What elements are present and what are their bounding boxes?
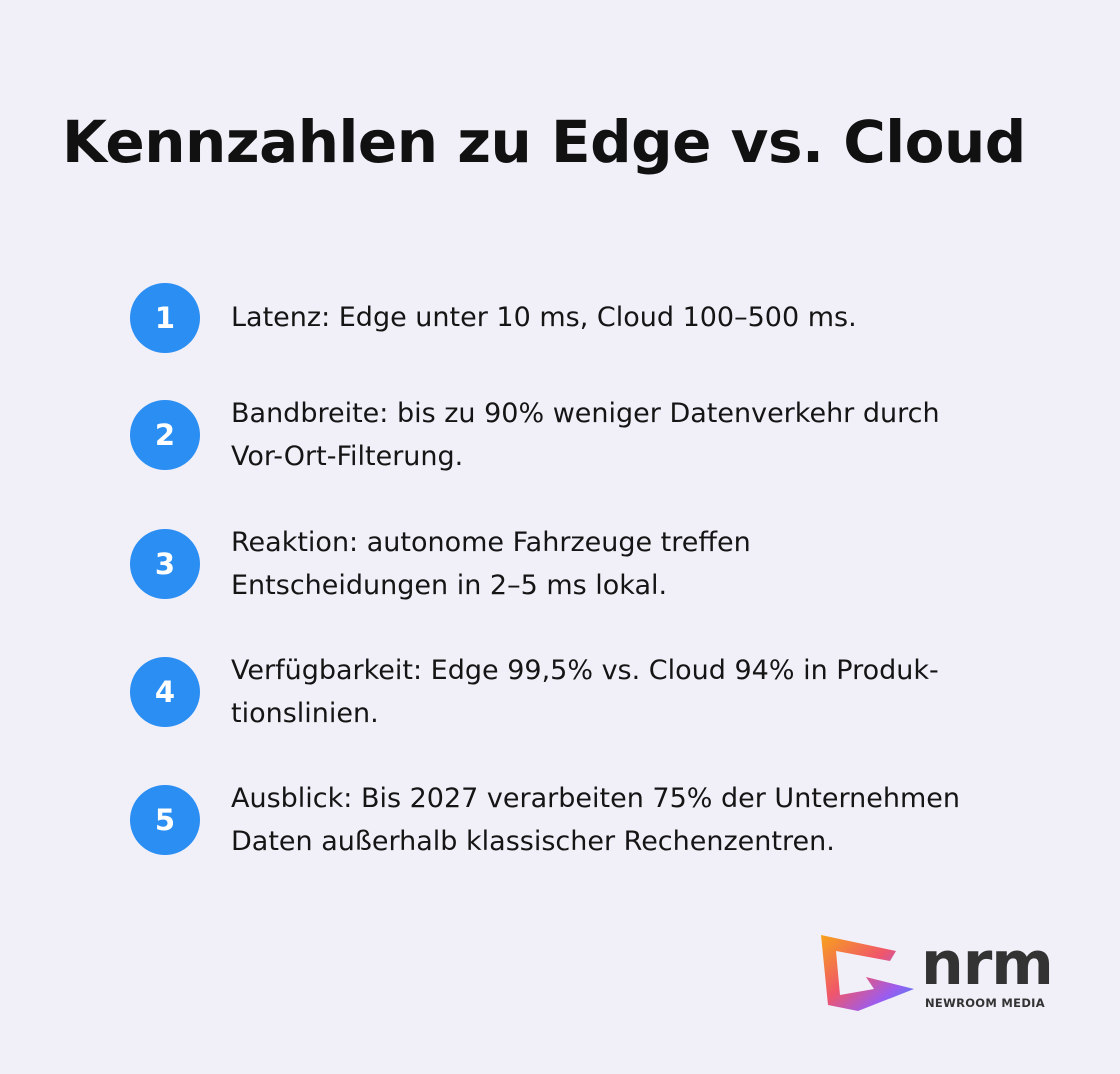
text-line: Entscheidungen in 2–5 ms lokal. [231, 570, 668, 601]
text-line: Latenz: Edge unter 10 ms, Cloud 100–500 … [231, 302, 857, 333]
number-badge: 5 [130, 785, 200, 855]
logo-tagline: NEWROOM MEDIA [925, 996, 1045, 1010]
number-badge: 1 [130, 282, 200, 353]
text-line: Vor-Ort-Filterung. [231, 441, 464, 472]
item-text: Bandbreite: bis zu 90% weniger Datenverk… [231, 392, 940, 478]
text-line: Verfügbarkeit: Edge 99,5% vs. Cloud 94% … [231, 655, 939, 686]
item-text: Verfügbarkeit: Edge 99,5% vs. Cloud 94% … [231, 649, 939, 735]
item-text: Latenz: Edge unter 10 ms, Cloud 100–500 … [231, 296, 857, 339]
number-badge: 4 [130, 657, 200, 727]
item-text: Ausblick: Bis 2027 verarbeiten 75% der U… [231, 777, 960, 863]
text-line: Reaktion: autonome Fahrzeuge treffen [231, 527, 751, 558]
number-badge: 3 [130, 529, 200, 599]
logo-wordmark: nrm [921, 929, 1054, 999]
title: Kennzahlen zu Edge vs. Cloud [62, 108, 1026, 176]
logo-icon [821, 935, 914, 1011]
text-line: Daten außerhalb klassischer Rechenzentre… [231, 826, 835, 857]
number-badge: 2 [130, 400, 200, 470]
item-text: Reaktion: autonome Fahrzeuge treffen Ents… [231, 521, 751, 607]
text-line: Bandbreite: bis zu 90% weniger Datenverk… [231, 398, 940, 429]
text-line: tionslinien. [231, 698, 379, 729]
text-line: Ausblick: Bis 2027 verarbeiten 75% der U… [231, 783, 960, 814]
